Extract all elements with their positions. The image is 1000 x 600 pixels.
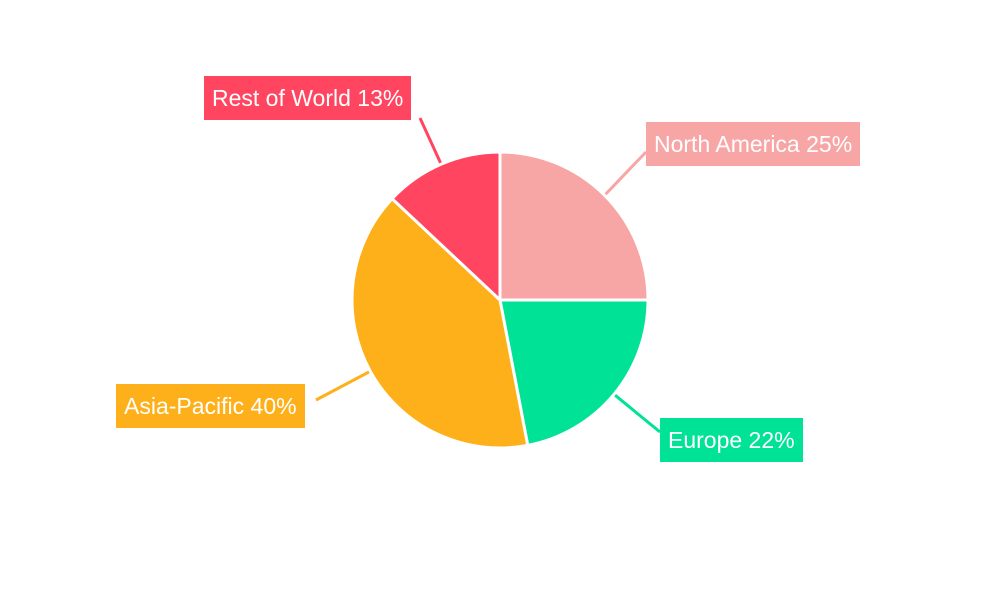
leader-line-rest-of-world <box>418 117 445 169</box>
label-rest-of-world: Rest of World 13% <box>204 76 412 120</box>
label-europe: Europe 22% <box>660 418 803 462</box>
label-asia-pacific: Asia-Pacific 40% <box>116 384 305 428</box>
slice-europe[interactable] <box>498 298 650 448</box>
leader-line-north-america <box>600 150 648 200</box>
leader-line-asia-pacific <box>315 368 375 402</box>
leader-line-europe <box>610 390 661 434</box>
slice-rest-of-world[interactable] <box>389 150 502 304</box>
label-north-america: North America 25% <box>646 122 861 166</box>
slice-asia-pacific[interactable] <box>350 196 530 450</box>
slice-north-america[interactable] <box>498 150 650 302</box>
